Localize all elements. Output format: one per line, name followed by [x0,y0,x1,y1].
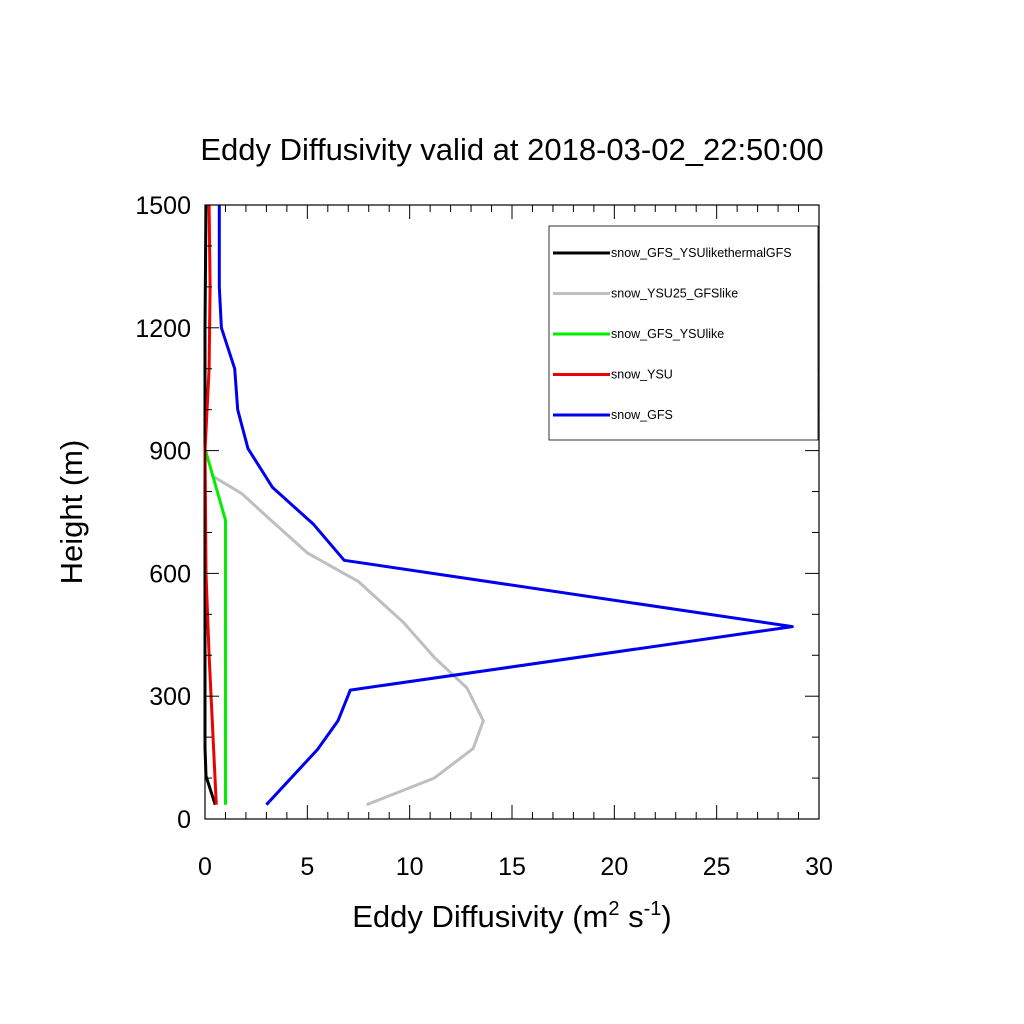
legend-label: snow_YSU [611,368,673,382]
x-tick-label: 20 [600,853,628,881]
x-axis-label-main: Eddy Diffusivity (m [352,899,608,934]
x-tick-label: 10 [396,853,424,881]
x-axis: 0 5 10 15 20 25 30 [198,205,833,881]
y-tick-label: 1500 [135,192,191,220]
x-tick-label: 5 [300,853,314,881]
x-axis-label-mid: s [619,899,643,934]
series-line-snow_YSU25_GFSlike [210,473,485,807]
x-tick-label: 25 [703,853,731,881]
legend-label: snow_YSU25_GFSlike [611,287,738,301]
legend-label: snow_GFS_YSUlike [611,327,724,341]
y-tick-label: 0 [177,806,191,834]
x-tick-label: 15 [498,853,526,881]
y-tick-label: 900 [149,438,191,466]
y-axis: 0 300 600 900 1200 1500 [135,192,819,834]
legend-label: snow_GFS_YSUlikethermalGFS [611,246,792,260]
x-axis-label-sup1: 2 [608,898,619,920]
x-tick-label: 30 [805,853,833,881]
x-axis-label-sup2: -1 [644,898,662,920]
x-axis-label: Eddy Diffusivity (m2 s-1) [352,898,671,934]
chart-title: Eddy Diffusivity valid at 2018-03-02_22:… [200,132,823,167]
y-tick-label: 600 [149,560,191,588]
series-line-snow_GFS [217,205,794,806]
y-tick-label: 300 [149,683,191,711]
legend-label: snow_GFS [611,408,673,422]
x-tick-label: 0 [198,853,212,881]
legend-box [548,225,819,441]
legend-items: snow_GFS_YSUlikethermalGFS snow_YSU25_GFS… [553,246,792,422]
legend: snow_GFS_YSUlikethermalGFS snow_YSU25_GFS… [548,225,819,441]
series-line-snow_GFS_YSUlike [203,448,227,805]
y-axis-label: Height (m) [54,440,89,585]
y-tick-label: 1200 [135,315,191,343]
x-axis-label-end: ) [661,899,671,934]
